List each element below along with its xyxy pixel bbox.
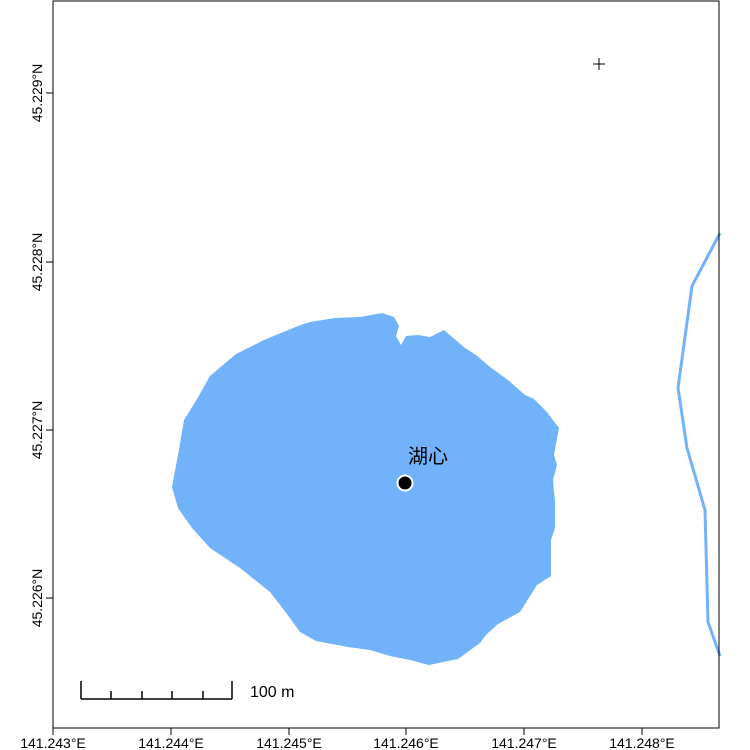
map-frame (52, 0, 720, 729)
y-tick-label: 45.229°N (29, 64, 45, 123)
y-axis (46, 92, 53, 599)
stream-line (676, 232, 722, 657)
y-tick-label: 45.227°N (29, 401, 45, 460)
x-tick-label: 141.244°E (138, 735, 204, 750)
y-tick-label: 45.226°N (29, 569, 45, 628)
x-tick-label: 141.248°E (609, 735, 675, 750)
lake-polygon (172, 313, 559, 665)
point-marker-icon (396, 474, 414, 492)
x-tick-label: 141.243°E (20, 735, 86, 750)
y-tick-label: 45.228°N (29, 233, 45, 292)
plus-crosshair-icon (593, 58, 605, 70)
scale-bar-label: 100 m (250, 684, 294, 701)
scale-bar (80, 681, 233, 700)
x-tick-label: 141.247°E (491, 735, 557, 750)
x-tick-label: 141.245°E (256, 735, 322, 750)
place-label: 湖心 (408, 444, 448, 468)
x-axis (52, 728, 643, 735)
x-tick-label: 141.246°E (373, 735, 439, 750)
